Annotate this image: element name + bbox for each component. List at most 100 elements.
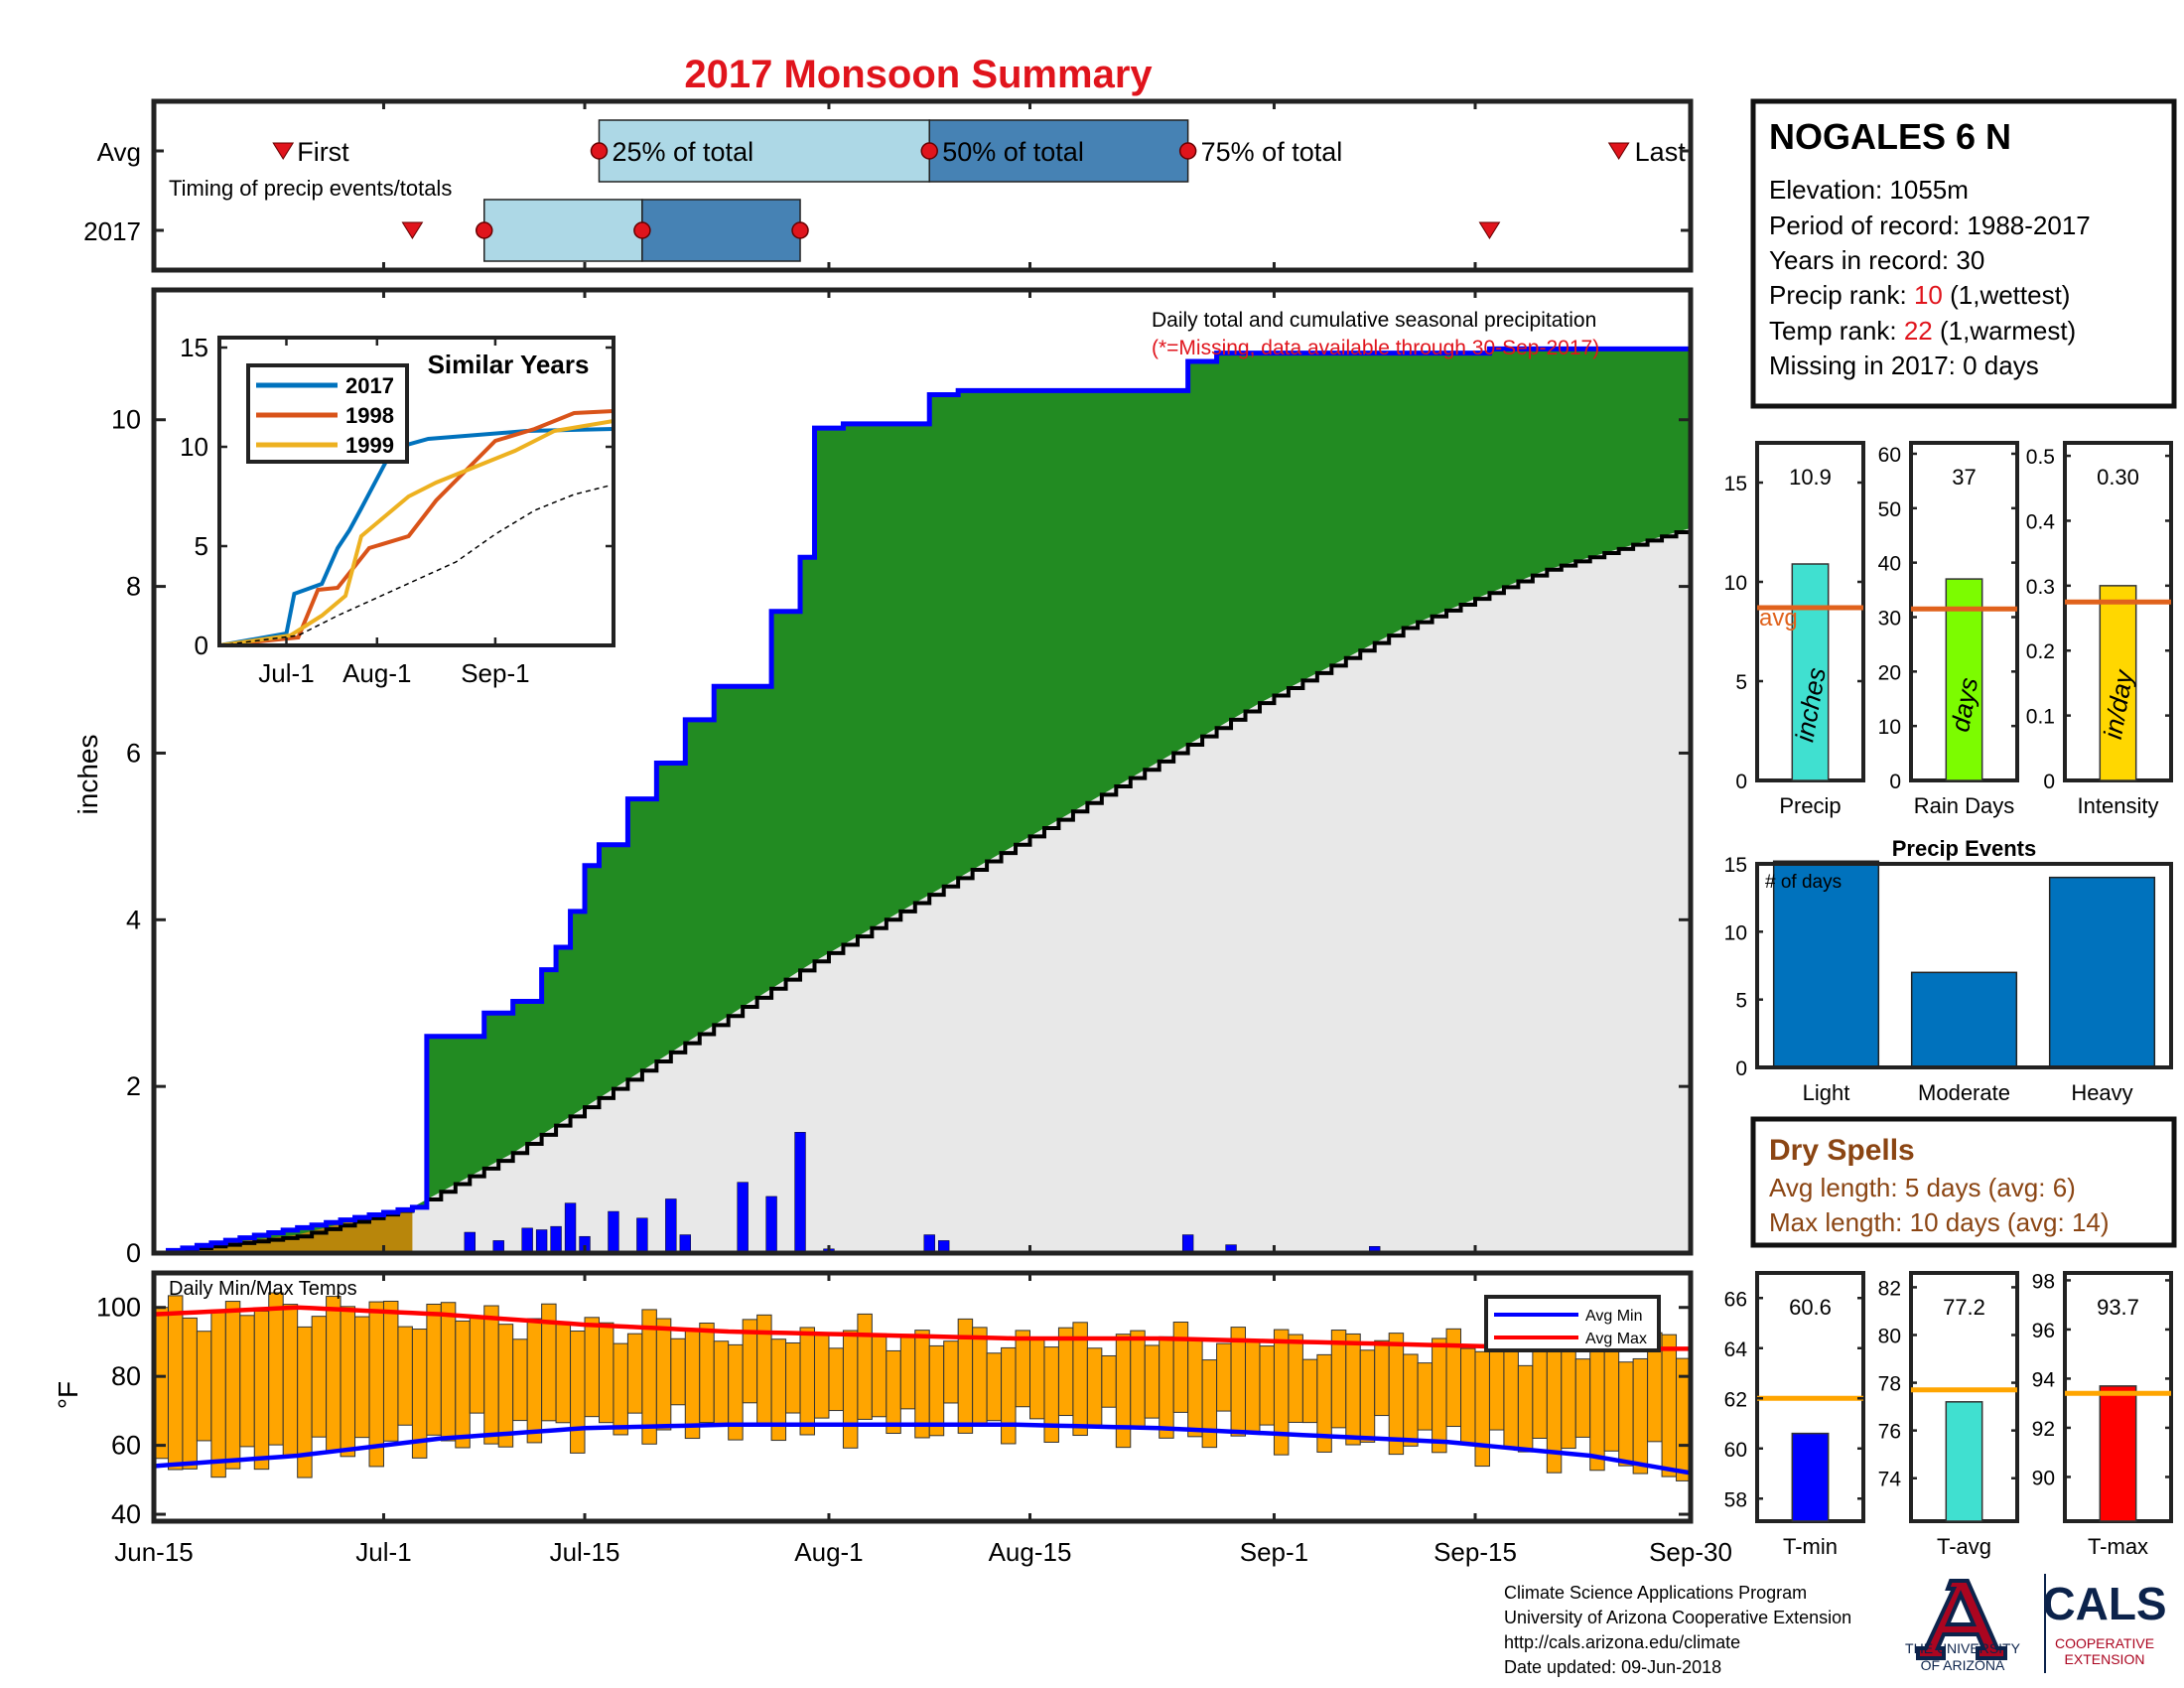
daily-precip-bar — [794, 1132, 806, 1254]
timing-avg-label: Avg — [97, 137, 141, 167]
daily-temp-bar — [570, 1331, 586, 1454]
university-of-arizona-logo: THE UNIVERSITY OF ARIZONA — [1905, 1579, 2021, 1673]
panel-t-max: 90 92 94 96 98 93.7 T-max — [2032, 1270, 2173, 1559]
main-y-tick-label: 10 — [111, 405, 141, 435]
inset-x-tick-label: Jul-1 — [258, 658, 314, 688]
station-elevation: Elevation: 1055m — [1769, 175, 1969, 205]
events-bar — [2048, 876, 2156, 1068]
x-tick-label: Sep-30 — [1649, 1537, 1732, 1567]
panel-y-tick-label: 10 — [1724, 572, 1747, 595]
daily-temp-bar — [1417, 1362, 1433, 1431]
daily-temp-bar — [785, 1341, 801, 1414]
temp-y-tick-label: 100 — [96, 1293, 141, 1323]
daily-temp-bar — [182, 1317, 198, 1470]
daily-temp-bar — [1015, 1330, 1031, 1408]
panel-y-tick-label: 0.2 — [2026, 640, 2055, 663]
panel-y-tick-label: 98 — [2032, 1270, 2055, 1293]
daily-temp-bar — [326, 1296, 341, 1452]
daily-temp-bar — [684, 1330, 701, 1440]
main-y-tick-label: 8 — [126, 572, 141, 602]
daily-temp-bar — [526, 1318, 543, 1444]
temp-plot-area: 40 60 80 100 — [96, 1292, 1692, 1529]
panel-y-tick-label: 30 — [1878, 607, 1901, 630]
avg-max-line — [153, 1305, 1691, 1351]
daily-precip-bar — [550, 1225, 562, 1254]
panel-y-tick-label: 62 — [1724, 1388, 1747, 1411]
daily-temp-bar — [469, 1316, 485, 1414]
avg-q2-box — [928, 119, 1189, 183]
temp-y-tick-label: 40 — [111, 1499, 141, 1529]
main-ylabel: inches — [72, 735, 103, 815]
inset-x-tick-label: Aug-1 — [342, 658, 411, 688]
first-label: First — [297, 137, 349, 167]
panel-y-tick-label: 96 — [2032, 1320, 2055, 1342]
footer-line2: University of Arizona Cooperative Extens… — [1504, 1608, 1851, 1627]
inset-legend-label: 1999 — [345, 433, 394, 458]
x-tick-label: Sep-15 — [1433, 1537, 1517, 1567]
panel-category-label: Intensity — [2078, 793, 2159, 818]
panel-y-tick-label: 60 — [1724, 1439, 1747, 1462]
similar-years-inset: 0 5 10 15 Jul-1 Aug-1 Sep-1 Similar Years 2017… — [180, 333, 615, 688]
y2017-p25-marker — [475, 221, 493, 239]
daily-temp-bar — [555, 1321, 572, 1424]
p25-label: 25% of total — [612, 137, 753, 167]
daily-precip-bar — [636, 1217, 648, 1254]
events-y-tick-label: 0 — [1735, 1057, 1747, 1080]
a-logo-icon — [1916, 1579, 2007, 1660]
temp-ylabel: °F — [53, 1381, 83, 1409]
station-info-box: NOGALES 6 N Elevation: 1055m Period of r… — [1750, 98, 2177, 409]
daily-temp-bar — [1001, 1346, 1017, 1445]
daily-temp-bar — [655, 1318, 672, 1431]
station-temp-rank: Temp rank: 22 (1,warmest) — [1769, 316, 2076, 346]
daily-temp-bar — [1172, 1322, 1189, 1413]
p75-label: 75% of total — [1201, 137, 1343, 167]
daily-temp-bar — [1216, 1342, 1232, 1412]
panel-avg-label: avg — [1759, 605, 1798, 632]
avg-p25-marker — [590, 142, 609, 160]
pre-monsoon-area — [154, 1206, 413, 1253]
daily-precip-bar — [665, 1198, 677, 1254]
main-legend-line1: Daily total and cumulative seasonal prec… — [1152, 309, 1596, 332]
daily-temp-bar — [196, 1331, 212, 1442]
daily-temp-bar — [368, 1301, 384, 1468]
daily-temp-bar — [972, 1327, 988, 1425]
station-frame — [1750, 98, 2177, 409]
daily-temp-bar — [1201, 1359, 1218, 1449]
temp-legend-label: Avg Min — [1585, 1308, 1643, 1325]
precip-rank-suffix: (1,wettest) — [1943, 280, 2071, 310]
events-bar — [1910, 971, 2018, 1068]
panel-y-tick-label: 66 — [1724, 1288, 1747, 1311]
last-label: Last — [1635, 137, 1687, 167]
timing-year-label: 2017 — [83, 216, 141, 246]
daily-temp-bar — [1130, 1330, 1146, 1429]
p50-label: 50% of total — [942, 137, 1084, 167]
x-tick-label: Sep-1 — [1240, 1537, 1308, 1567]
daily-temp-bar — [239, 1315, 255, 1448]
cals-logo-text: CALS — [2042, 1578, 2166, 1629]
panel-y-tick-label: 40 — [1878, 553, 1901, 576]
station-period: Period of record: 1988-2017 — [1769, 211, 2091, 240]
x-tick-label: Jun-15 — [114, 1537, 194, 1567]
daily-temp-bar — [354, 1316, 370, 1439]
panel-y-tick-label: 58 — [1724, 1488, 1747, 1511]
precip-rank-label: Precip rank: — [1769, 280, 1914, 310]
main-precip-chart: Daily total and cumulative seasonal prec… — [72, 287, 1694, 1268]
daily-temp-bar — [311, 1316, 328, 1438]
temp-title: Daily Min/Max Temps — [169, 1278, 357, 1300]
footer: Climate Science Applications Program Uni… — [1504, 1574, 2167, 1677]
daily-temp-bar — [483, 1305, 499, 1445]
daily-temp-bar — [1632, 1357, 1649, 1475]
y2017-first-marker — [401, 221, 424, 239]
avg-min-line — [153, 1422, 1692, 1476]
daily-precip-bar — [521, 1227, 533, 1254]
daily-temp-bar — [397, 1326, 413, 1426]
main-y-ticks: 0 2 4 6 8 10 — [111, 405, 1691, 1268]
daily-temp-bar — [886, 1349, 901, 1435]
panel-t-avg: 74 76 78 80 82 77.2 T-avg — [1878, 1271, 2019, 1559]
timing-panel: Avg 2017 Timing of precip events/totals … — [83, 98, 1694, 273]
avg-p75-marker — [1178, 142, 1197, 160]
panel-value-label: 93.7 — [2097, 1295, 2139, 1320]
panel-category-label: Rain Days — [1914, 793, 2014, 818]
daily-temp-bar — [1561, 1341, 1576, 1450]
